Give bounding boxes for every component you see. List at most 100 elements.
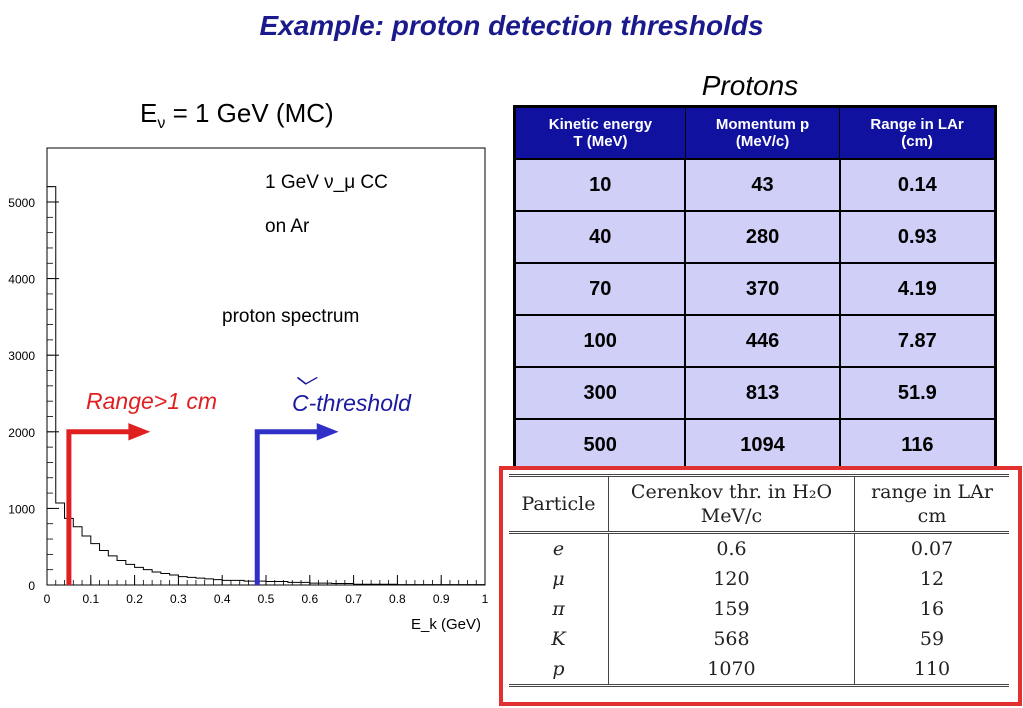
histogram-bin	[266, 582, 288, 585]
table-row: e 0.6 0.07	[509, 532, 1009, 564]
table-cell: 70	[513, 262, 687, 316]
table-row: K 568 59	[509, 624, 1009, 654]
table-row: 40 280 0.93	[513, 210, 997, 264]
hacek-mark: ﹀	[292, 375, 315, 400]
legend-line: 1 GeV ν_μ CC	[265, 172, 388, 193]
table-cell: 300	[513, 366, 687, 420]
histogram-bin	[73, 527, 82, 585]
table-row: 70 370 4.19	[513, 262, 997, 316]
x-tick-label: 0.9	[433, 592, 450, 606]
histogram-bin	[82, 536, 91, 585]
table-cell: 1094	[684, 418, 841, 473]
table-cell: 280	[684, 210, 841, 264]
histogram-bin	[161, 574, 170, 585]
table-cell: 159	[608, 594, 856, 624]
table-cell: 0.07	[910, 538, 954, 560]
histogram-bin	[178, 577, 187, 585]
x-tick-label: 0.2	[126, 592, 143, 606]
header-kinetic-energy: Kinetic energy T (MeV)	[514, 106, 686, 160]
energy-value: = 1 GeV (MC)	[165, 98, 334, 128]
y-tick-label: 4000	[8, 273, 35, 287]
table-cell: 16	[919, 598, 945, 620]
x-tick-label: 0.3	[170, 592, 187, 606]
range-annotation: Range>1 cm	[86, 388, 218, 414]
table-row: π 159 16	[509, 594, 1009, 624]
protons-table-title: Protons	[701, 70, 799, 101]
table-cell: 110	[854, 654, 1009, 687]
histogram-bin	[196, 578, 205, 585]
threshold-marker-arrowhead	[316, 423, 339, 441]
header-momentum: Momentum p (MeV/c)	[684, 106, 841, 160]
header-range: Range in LAr (cm)	[839, 106, 996, 160]
threshold-marker-line	[254, 429, 318, 585]
x-tick-label: 0.7	[345, 592, 362, 606]
table-cell: 500	[513, 418, 687, 473]
table-cell: p	[509, 654, 609, 687]
histogram-bin	[213, 580, 222, 585]
table-row: p 1070 110	[509, 654, 1009, 687]
histogram-bin	[100, 551, 109, 585]
histogram-bin	[205, 579, 214, 585]
histogram-bin	[117, 560, 126, 585]
nu-subscript: ν	[157, 115, 166, 133]
histogram-bin	[187, 577, 196, 585]
plot-frame	[46, 147, 486, 586]
histogram-bin	[126, 564, 135, 585]
particle-table-frame: Particle Cerenkov thr. in H₂O MeV/c range…	[499, 466, 1022, 706]
table-cell: 370	[684, 262, 841, 316]
threshold-marker-line	[66, 429, 129, 585]
histogram-bin	[56, 503, 65, 585]
histogram-bin	[143, 570, 152, 585]
x-tick-label: 0.6	[301, 592, 318, 606]
table-cell: K	[509, 624, 609, 654]
histogram-bin	[152, 572, 161, 585]
table-cell: 446	[684, 314, 841, 368]
table-cell: 10	[513, 158, 687, 212]
table-row: 300 813 51.9	[513, 366, 997, 420]
table-cell: 4.19	[838, 262, 997, 316]
x-tick-label: 0.8	[389, 592, 406, 606]
histogram-outline	[46, 186, 486, 586]
x-tick-label: 1	[482, 592, 489, 606]
table-cell: 100	[513, 314, 687, 368]
histogram-bin	[135, 567, 144, 585]
header-cerenkov: Cerenkov thr. in H₂O MeV/c	[608, 474, 856, 534]
x-tick-label: 0	[44, 592, 51, 606]
table-cell: 7.87	[838, 314, 997, 368]
histogram-bin	[222, 580, 244, 585]
cthreshold-label: C-threshold	[292, 390, 411, 416]
header-particle: Particle	[509, 474, 609, 534]
cthreshold-annotation: ﹀ C-threshold	[292, 375, 411, 417]
x-tick-label: 0.1	[82, 592, 99, 606]
page-title: Example: proton detection thresholds	[259, 10, 764, 41]
table-cell: 120	[608, 564, 856, 594]
particle-threshold-table: Particle Cerenkov thr. in H₂O MeV/c range…	[509, 474, 1009, 687]
table-cell: μ	[509, 564, 609, 594]
table-row: 10 43 0.14	[513, 158, 997, 212]
y-tick-label: 5000	[8, 196, 35, 210]
table-cell: 568	[608, 624, 856, 654]
histogram-bin	[108, 556, 117, 585]
table-cell: 40	[513, 210, 687, 264]
proton-spectrum-chart: 0 0.1 0.2 0.3 0.4 0.5 0.6 0.7 0.8 0.9 1 0 1000 2000 30…	[8, 147, 489, 633]
histogram-bin	[170, 575, 179, 585]
x-tick-label: 0.5	[258, 592, 275, 606]
y-tick-label: 3000	[8, 349, 35, 363]
table-row: μ 120 12	[509, 564, 1009, 594]
table-cell: 116	[838, 418, 997, 473]
x-axis-label: E_k (GeV)	[411, 616, 481, 633]
table-cell: 0.14	[838, 158, 997, 212]
table-cell: 43	[684, 158, 841, 212]
table-cell: 1070	[608, 654, 856, 687]
table-cell: 51.9	[838, 366, 997, 420]
histogram-bin	[91, 544, 100, 585]
x-tick-label: 0.4	[214, 592, 231, 606]
table-cell: π	[509, 594, 609, 624]
header-range-lar: range in LAr cm	[854, 474, 1009, 534]
table-cell: 59	[919, 628, 945, 650]
energy-symbol: E	[140, 98, 158, 128]
y-tick-label: 2000	[8, 426, 35, 440]
proton-thresholds-table: Kinetic energy T (MeV) Momentum p (MeV/c) …	[513, 105, 997, 473]
table-cell: 813	[684, 366, 841, 420]
table-row: 500 1094 116	[513, 418, 997, 473]
